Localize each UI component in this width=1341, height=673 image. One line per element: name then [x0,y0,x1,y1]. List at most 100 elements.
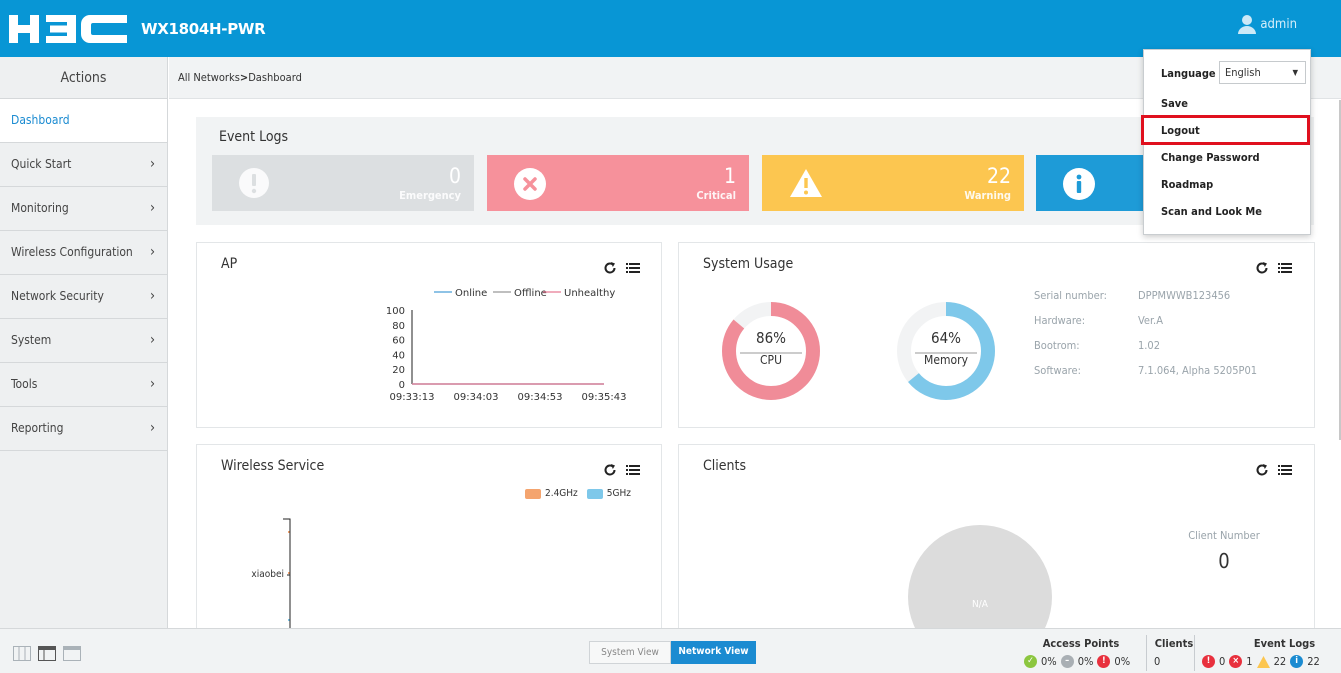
legend-label-24ghz: 2.4GHz [545,488,578,499]
sidebar-item-label: Network Security [11,289,104,303]
info-icon [1063,168,1095,200]
sidebar-item-label: Quick Start [11,157,72,171]
sidebar-item-dashboard[interactable]: Dashboard [0,99,167,143]
chevron-right-icon: › [149,288,155,304]
footer-clients[interactable]: Clients 0 [1154,637,1194,668]
client-number-label: Client Number [1188,529,1260,542]
info-footer-value: 22 [1307,655,1320,668]
layout-switcher [13,646,81,661]
list-icon[interactable] [1278,463,1292,480]
sidebar-title: Actions [0,57,167,99]
cpu-arc [722,302,820,400]
y-tick-label: 80 [392,321,405,332]
x-tick-label: 09:34:53 [518,392,563,403]
sidebar-item-system[interactable]: System › [0,319,167,363]
y-tick-label: 20 [392,365,405,376]
user-menu[interactable]: admin [1237,14,1297,34]
layout-full-icon[interactable] [63,646,81,661]
refresh-icon[interactable] [1255,261,1269,278]
footer-divider [1194,635,1195,671]
x-tick-label: 09:33:13 [390,392,435,403]
info-card[interactable] [1036,155,1146,211]
scrollbar[interactable] [1339,100,1341,440]
sidebar-item-wireless-configuration[interactable]: Wireless Configuration › [0,231,167,275]
menu-item-change-password[interactable]: Change Password [1161,151,1260,164]
info-dot-icon: i [1290,655,1304,668]
software-row: Software: 7.1.064, Alpha 5205P01 [1034,364,1257,377]
ap-online-value: 0% [1041,655,1057,668]
critical-footer-value: 1 [1246,655,1253,668]
clients-pie-label: N/A [972,599,988,610]
wireless-service-title: Wireless Service [221,458,325,474]
network-view-button[interactable]: Network View [671,641,756,664]
critical-card[interactable]: 1 Critical [487,155,749,211]
system-view-button[interactable]: System View [589,641,671,664]
sidebar-item-network-security[interactable]: Network Security › [0,275,167,319]
sidebar-item-quick-start[interactable]: Quick Start › [0,143,167,187]
sidebar-item-label: Dashboard [11,113,70,127]
sidebar-item-label: System [11,333,52,347]
wireless-service-panel: Wireless Service 2.4GHz 5GHz xiaobei [196,444,662,628]
y-tick-label: 60 [392,336,405,347]
clients-footer-value: 0 [1154,655,1161,668]
clients-title: Clients [703,458,747,474]
sidebar-item-tools[interactable]: Tools › [0,363,167,407]
legend-swatch-24ghz [525,488,541,499]
top-header: WX1804H-PWR admin [0,0,1341,57]
wireless-legend: 2.4GHz 5GHz [525,488,631,499]
list-icon[interactable] [626,261,640,278]
refresh-icon[interactable] [603,261,617,278]
chevron-right-icon: › [149,420,155,436]
h3c-logo [9,13,127,45]
menu-item-logout[interactable]: Logout [1161,124,1200,137]
info-value: 7.1.064, Alpha 5205P01 [1138,364,1258,377]
chevron-down-icon: ▼ [1292,68,1298,77]
system-usage-panel: System Usage 86% CPU 64% Memory Serial n… [678,242,1315,428]
menu-item-roadmap[interactable]: Roadmap [1161,178,1214,191]
chevron-right-icon: › [149,332,155,348]
clients-footer-title: Clients [1154,637,1194,650]
chevron-right-icon: › [149,244,155,260]
info-key: Hardware: [1034,314,1086,327]
memory-percent: 64% [931,329,961,347]
event-logs-section: Event Logs 0 Emergency 1 Critical 22 War… [196,117,1314,225]
list-icon[interactable] [1278,261,1292,278]
menu-item-scan-and-look-me[interactable]: Scan and Look Me [1161,205,1262,218]
sidebar-item-label: Tools [11,377,38,391]
info-value: 1.02 [1138,339,1161,352]
language-select[interactable]: English ▼ [1219,61,1306,84]
refresh-icon[interactable] [603,463,617,480]
warning-triangle-icon [1256,655,1270,668]
clients-pie [908,525,1052,628]
refresh-icon[interactable] [1255,463,1269,480]
sidebar-item-monitoring[interactable]: Monitoring › [0,187,167,231]
info-key: Software: [1034,364,1081,377]
chevron-right-icon: › [149,376,155,392]
user-dropdown-menu: Language English ▼ Save Logout Change Pas… [1141,49,1311,235]
access-points-title: Access Points [1042,637,1120,650]
sidebar-item-label: Monitoring [11,201,69,215]
list-icon[interactable] [626,463,640,480]
breadcrumb-root[interactable]: All Networks [178,71,240,84]
layout-sidebar-icon[interactable] [38,646,56,661]
warning-triangle-icon [790,169,822,197]
footer-access-points[interactable]: Access Points ✓ 0% –0% ! 0% [1024,637,1138,668]
footer-event-logs[interactable]: Event Logs ! 0 × 1 22 i 22 [1202,637,1339,668]
critical-label: Critical [696,189,736,202]
wireless-category-label: xiaobei [251,569,284,580]
memory-label: Memory [924,353,968,367]
clients-panel: Clients N/A Client Number 0 [678,444,1315,628]
clients-tools [1255,463,1292,480]
warning-card[interactable]: 22 Warning [762,155,1024,211]
sidebar-item-label: Reporting [11,421,64,435]
y-tick-label: 100 [386,306,405,317]
device-name: WX1804H-PWR [141,19,266,38]
legend-label: Offline [514,288,547,299]
emergency-card[interactable]: 0 Emergency [212,155,474,211]
status-footer: System View Network View Access Points ✓… [0,628,1341,673]
sidebar: Actions Dashboard Quick Start › Monitorin… [0,57,168,628]
menu-item-save[interactable]: Save [1161,97,1188,110]
layout-three-column-icon[interactable] [13,646,31,661]
serial-number-row: Serial number: DPPMWWB123456 [1034,289,1230,302]
sidebar-item-reporting[interactable]: Reporting › [0,407,167,451]
